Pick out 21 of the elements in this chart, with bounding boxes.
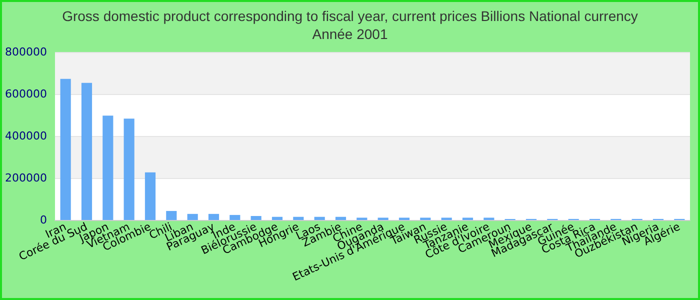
y-tick-label: 0 (40, 214, 47, 226)
y-tick-label: 200000 (4, 172, 47, 184)
y-tick-label: 400000 (4, 130, 47, 142)
bar (124, 118, 134, 220)
bar (250, 216, 262, 220)
bar (81, 82, 92, 220)
bar (208, 214, 220, 220)
y-tick-label: 600000 (4, 88, 47, 100)
bar (60, 78, 71, 220)
y-tick-label: 800000 (4, 46, 47, 58)
bar (187, 214, 198, 220)
bar (335, 216, 346, 220)
bar (272, 216, 283, 220)
bar (314, 216, 325, 220)
bar (230, 214, 240, 220)
bar (144, 172, 156, 220)
bar (293, 216, 304, 220)
bar (166, 210, 177, 220)
bar (102, 116, 114, 220)
chart-subtitle: Année 2001 (312, 26, 388, 42)
chart-title: Gross domestic product corresponding to fiscal year, current prices Billions National currency (62, 8, 638, 24)
